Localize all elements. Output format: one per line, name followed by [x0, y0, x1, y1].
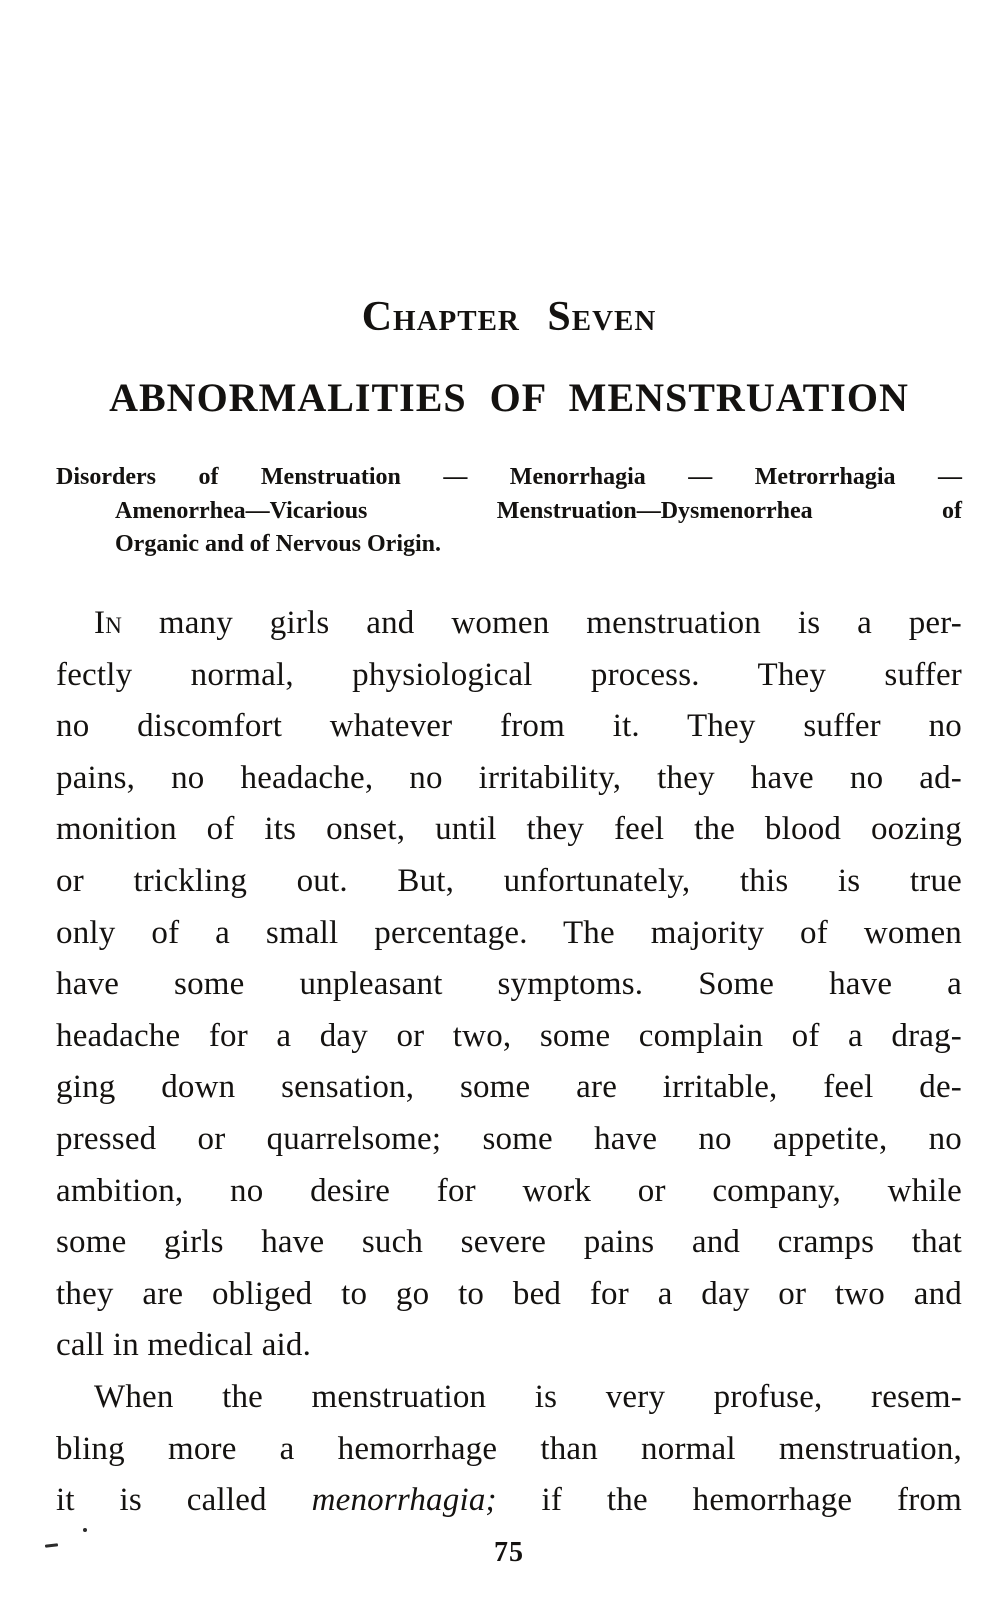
text-line: fectly normal, physiological process. Th… [56, 656, 962, 693]
lead-word-small-caps: In [94, 605, 122, 641]
text-line: have some unpleasant symptoms. Some have… [56, 966, 962, 1003]
text-line: or trickling out. But, unfortunately, th… [56, 862, 962, 899]
page-title: ABNORMALITIES OF MENSTRUATION [109, 375, 909, 420]
text-line: it is called menorrhagia; if the hemorrh… [56, 1475, 962, 1527]
synopsis-line: Disorders of Menstruation — Menorrhagia … [56, 464, 962, 490]
chapter-synopsis: Disorders of Menstruation — Menorrhagia … [56, 461, 962, 562]
scan-artifact-dot [83, 1528, 87, 1532]
text-line: When the menstruation is very profuse, r… [94, 1378, 962, 1415]
text-segment: it is called [56, 1482, 312, 1519]
text-line: some girls have such severe pains and cr… [56, 1224, 962, 1261]
text-line: ambition, no desire for work or company,… [56, 1172, 962, 1209]
page-number: 75 [494, 1537, 524, 1568]
synopsis-line: Organic and of Nervous Origin. [115, 531, 442, 557]
text-segment: many girls and women menstruation is a p… [122, 605, 962, 641]
text-line: headache for a day or two, some complain… [56, 1017, 962, 1054]
text-line: only of a small percentage. The majority… [56, 914, 962, 951]
text-line: pains, no headache, no irritability, the… [56, 759, 962, 796]
body-text: In many girls and women menstruation is … [56, 598, 962, 1527]
text-line: ging down sensation, some are irritable,… [56, 1069, 962, 1106]
italic-term: menorrhagia; [311, 1482, 497, 1519]
text-line: bling more a hemorrhage than normal mens… [56, 1430, 962, 1467]
synopsis-line: Amenorrhea—Vicarious Menstruation—Dysmen… [115, 497, 962, 524]
text-line: call in medical aid. [56, 1327, 312, 1364]
text-segment: if the hemorrhage from [496, 1482, 962, 1519]
chapter-label: Chapter Seven [361, 294, 657, 340]
text-line: pressed or quarrelsome; some have no app… [56, 1120, 962, 1157]
text-line: In many girls and women menstruation is … [56, 598, 962, 650]
text-line: no discomfort whatever from it. They suf… [56, 708, 962, 745]
text-line: they are obliged to go to bed for a day … [56, 1275, 962, 1312]
text-line: monition of its onset, until they feel t… [56, 811, 962, 848]
